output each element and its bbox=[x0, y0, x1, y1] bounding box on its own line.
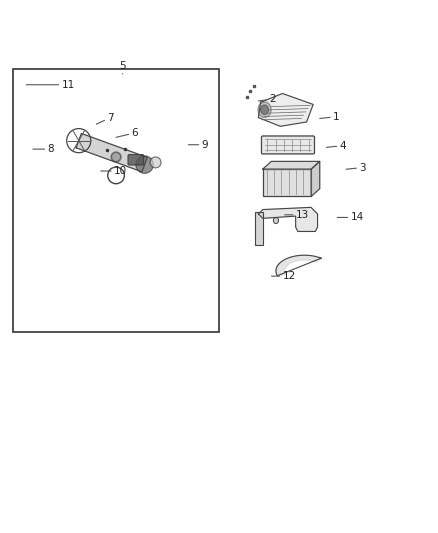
FancyBboxPatch shape bbox=[128, 155, 144, 165]
Text: 5: 5 bbox=[119, 61, 126, 74]
Text: 3: 3 bbox=[346, 163, 366, 173]
Bar bbox=[13, 69, 219, 332]
Text: 6: 6 bbox=[116, 128, 138, 138]
Text: 8: 8 bbox=[33, 144, 54, 154]
Text: 2: 2 bbox=[258, 94, 276, 104]
Ellipse shape bbox=[136, 156, 153, 173]
Bar bbox=[263, 169, 311, 197]
Ellipse shape bbox=[150, 157, 161, 168]
Polygon shape bbox=[258, 207, 318, 231]
Text: 7: 7 bbox=[96, 112, 114, 124]
Text: 9: 9 bbox=[188, 140, 208, 150]
FancyBboxPatch shape bbox=[261, 136, 314, 154]
Text: 12: 12 bbox=[272, 271, 296, 281]
Text: 14: 14 bbox=[337, 213, 364, 222]
Polygon shape bbox=[263, 161, 320, 169]
Text: 10: 10 bbox=[101, 166, 127, 176]
Bar bbox=[255, 212, 263, 245]
Ellipse shape bbox=[258, 102, 271, 117]
Polygon shape bbox=[258, 93, 313, 126]
Ellipse shape bbox=[111, 152, 121, 162]
Text: 4: 4 bbox=[326, 141, 346, 151]
Polygon shape bbox=[276, 255, 321, 276]
Polygon shape bbox=[311, 161, 320, 197]
Text: 11: 11 bbox=[26, 80, 74, 90]
Text: 13: 13 bbox=[285, 210, 309, 220]
Ellipse shape bbox=[273, 217, 279, 223]
Ellipse shape bbox=[261, 105, 268, 115]
Text: 1: 1 bbox=[320, 112, 339, 122]
Polygon shape bbox=[76, 133, 147, 172]
